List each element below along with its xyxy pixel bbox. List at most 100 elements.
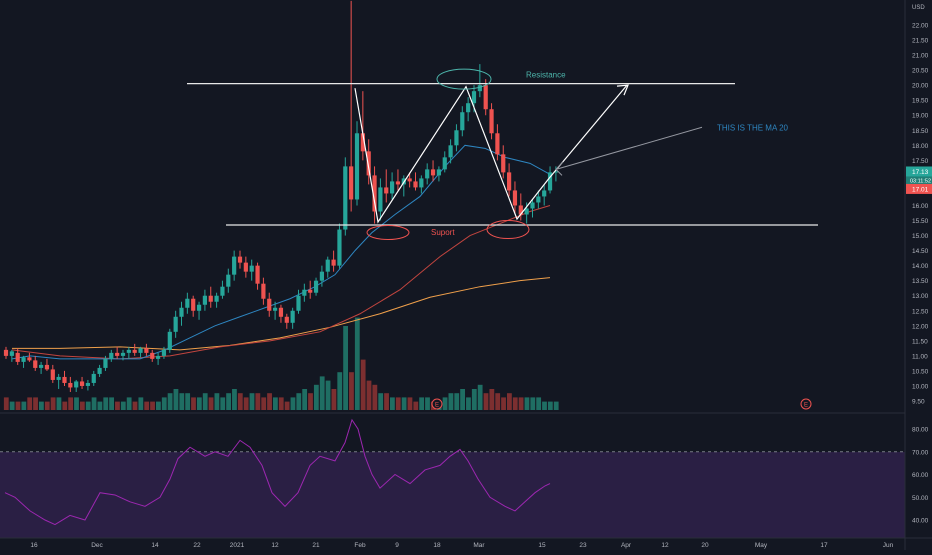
volume-bar: [237, 393, 243, 410]
volume-bar: [547, 401, 553, 410]
volume-bar: [144, 401, 150, 410]
candle-body: [115, 352, 120, 356]
volume-bar: [442, 397, 448, 410]
volume-bar: [401, 397, 407, 410]
candle-body: [425, 169, 430, 179]
rsi-tick-label: 50.00: [912, 495, 929, 502]
time-tick-label: Mar: [473, 542, 485, 549]
time-tick-label: 15: [538, 542, 546, 549]
volume-bar: [319, 376, 325, 410]
earnings-marker[interactable]: [800, 398, 812, 410]
volume-bar: [477, 384, 483, 410]
volume-bar: [74, 397, 79, 410]
candle-body: [243, 262, 248, 272]
volume-bar: [495, 393, 501, 410]
candle-body: [337, 229, 342, 266]
volume-bar: [343, 326, 348, 410]
volume-bar: [97, 401, 103, 410]
volume-bar: [395, 397, 401, 410]
rsi-tick-label: 80.00: [912, 427, 929, 434]
price-tick-label: 18.50: [912, 128, 929, 135]
volume-bar: [524, 397, 530, 410]
price-tick-label: 17.50: [912, 158, 929, 165]
price-tick-label: 22.00: [912, 23, 929, 30]
candle-body: [109, 352, 114, 359]
candle-body: [395, 181, 401, 185]
candle-body: [179, 307, 184, 317]
rsi-band: [0, 452, 905, 538]
drawings: Resistance Suport THIS IS THE MA 20: [187, 68, 818, 241]
time-tick-label: 22: [193, 542, 201, 549]
candle-body: [185, 298, 190, 308]
candle-body: [150, 352, 155, 359]
candle-body: [237, 256, 243, 263]
volume-bar: [273, 397, 278, 410]
candle-body: [302, 289, 307, 296]
candle-body: [50, 369, 55, 380]
candle-body: [343, 166, 348, 230]
candle-body: [85, 382, 90, 386]
volume-bar: [454, 393, 460, 410]
candle-body: [156, 355, 161, 359]
volume-bar: [150, 401, 155, 410]
volume-bar: [243, 397, 249, 410]
price-tick-label: 13.50: [912, 278, 929, 285]
time-tick-label: 12: [661, 542, 669, 549]
price-tick-label: 12.00: [912, 323, 929, 330]
candle-body: [208, 295, 213, 302]
time-tick-label: 9: [395, 542, 399, 549]
candle-body: [39, 364, 44, 368]
candle-body: [97, 367, 102, 374]
candle-body: [390, 181, 395, 194]
candle-body: [173, 316, 178, 332]
candle-body: [518, 205, 523, 215]
candle-body: [384, 187, 389, 194]
volume-bar: [232, 389, 237, 410]
countdown-label: 03:11:52: [910, 178, 931, 184]
volume-bar: [349, 372, 354, 410]
earnings-marker[interactable]: [431, 398, 443, 410]
candle-body: [167, 331, 172, 350]
price-tick-label: 19.50: [912, 98, 929, 105]
candle-body: [419, 178, 424, 188]
volume-bar: [483, 393, 489, 410]
volume-bar: [56, 397, 62, 410]
candle-body: [507, 172, 512, 191]
volume-bar: [466, 397, 471, 410]
candle-body: [284, 316, 289, 323]
volume-bar: [179, 393, 185, 410]
candle-body: [226, 274, 231, 287]
price-tick-label: 20.00: [912, 83, 929, 90]
candle-body: [267, 298, 272, 311]
time-tick-label: 21: [312, 542, 320, 549]
candle-body: [296, 295, 301, 311]
rsi-indicator: [0, 418, 905, 526]
time-tick-label: 12: [271, 542, 279, 549]
rsi-tick-label: 60.00: [912, 472, 929, 479]
candle-body: [126, 349, 131, 353]
volume-bar: [126, 397, 132, 410]
volume-bar: [507, 393, 512, 410]
volume-bar: [185, 393, 191, 410]
candle-body: [249, 265, 254, 272]
candle-body: [313, 280, 319, 293]
volume-bar: [91, 397, 97, 410]
candle-body: [161, 349, 167, 356]
price-tick-label: 14.00: [912, 263, 929, 270]
volume-bar: [284, 401, 290, 410]
rsi-line: [4, 418, 551, 526]
price-tick-label: 21.00: [912, 53, 929, 60]
candle-body: [495, 133, 500, 155]
time-tick-label: 23: [579, 542, 587, 549]
volume-bar: [278, 397, 284, 410]
volume-bar: [214, 393, 220, 410]
candle-body: [74, 381, 79, 388]
candle-body: [477, 85, 482, 92]
price-tick-label: 18.00: [912, 143, 929, 150]
candle-body: [9, 351, 14, 356]
ma-pointer-arrow: [555, 126, 703, 170]
volume-bar: [512, 397, 518, 410]
volume-bar: [308, 393, 313, 410]
